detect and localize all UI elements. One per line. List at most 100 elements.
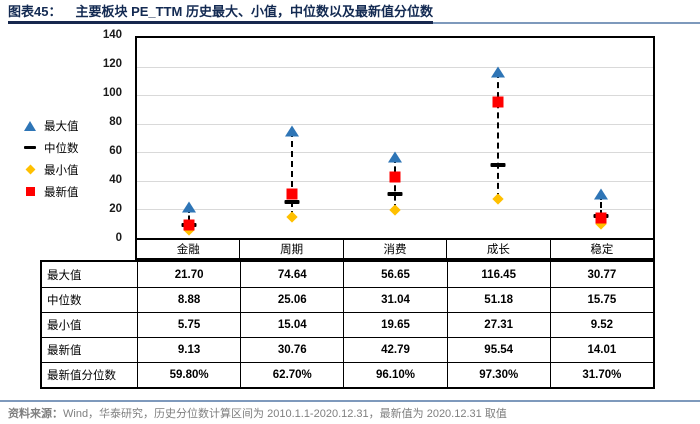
y-tick-label: 20	[109, 202, 122, 215]
source-text: Wind，华泰研究，历史分位数计算区间为 2010.1.1-2020.12.31…	[63, 408, 507, 420]
table-row-label: 最新值	[42, 337, 137, 362]
y-tick-label: 120	[102, 57, 122, 70]
header-rule	[432, 0, 700, 24]
category-label: 成长	[446, 240, 549, 258]
gridline	[137, 123, 653, 125]
category-label: 消费	[342, 240, 446, 258]
table-cell: 95.54	[446, 337, 550, 362]
triangle-marker	[491, 66, 506, 78]
plot-area	[135, 36, 655, 238]
table-cell: 8.88	[137, 287, 241, 312]
dash-marker	[284, 200, 300, 205]
source-label: 资料来源：	[8, 408, 63, 420]
y-tick-label: 40	[109, 173, 122, 186]
page-title: 主要板块 PE_TTM 历史最大、小值，中位数以及最新值分位数	[75, 4, 433, 19]
table-cell: 25.06	[240, 287, 344, 312]
table-cell: 30.76	[240, 337, 344, 362]
y-tick-label: 80	[109, 115, 122, 128]
table-row-label: 中位数	[42, 287, 137, 312]
table-cell: 51.18	[446, 287, 550, 312]
table-cell: 97.30%	[446, 362, 550, 387]
table-row-label: 最大值	[47, 269, 82, 282]
table-cell: 59.80%	[137, 362, 241, 387]
dash-marker	[387, 191, 403, 196]
table-cell: 74.64	[240, 262, 343, 287]
range-line	[497, 71, 500, 199]
table-cell: 21.70	[137, 262, 240, 287]
range-line	[290, 131, 293, 217]
footer-rule	[0, 400, 700, 402]
diamond-icon	[22, 163, 38, 177]
figure-tag: 图表45：	[8, 4, 62, 19]
category-column-1	[137, 38, 240, 238]
table-cell: 116.45	[446, 262, 550, 287]
category-column-4	[447, 38, 550, 238]
diamond-marker	[492, 193, 504, 205]
category-column-3	[343, 38, 446, 238]
triangle-icon	[22, 119, 38, 133]
dash-icon	[22, 141, 38, 155]
figure-header: 图表45： 主要板块 PE_TTM 历史最大、小值，中位数以及最新值分位数	[0, 0, 700, 24]
triangle-marker	[24, 120, 36, 131]
y-axis: 0 20 40 60 80 100 120 140	[88, 29, 128, 243]
table-cell: 30.77	[549, 262, 653, 287]
table-cell: 5.75	[137, 312, 241, 337]
legend-item-diamond: 最小值	[22, 161, 79, 178]
x-axis-category-row: 金融 周期 消费 成长 稳定	[135, 238, 655, 260]
data-table: 最大值 21.70 74.64 56.65 116.45 30.77 中位数 8.88 25.0…	[40, 260, 655, 389]
y-tick-label: 60	[109, 144, 122, 157]
diamond-marker	[389, 204, 401, 216]
table-cell: 31.70%	[549, 362, 653, 387]
diamond-marker	[286, 210, 298, 223]
legend-item-dash: 中位数	[22, 139, 79, 156]
y-tick-label: 0	[115, 231, 122, 244]
table-cell: 42.79	[343, 337, 447, 362]
legend-label: 中位数	[44, 142, 79, 155]
table-cell: 15.04	[240, 312, 344, 337]
diamond-marker	[25, 164, 35, 175]
category-column-5	[550, 38, 653, 238]
table-cell: 56.65	[343, 262, 446, 287]
table-cell: 9.13	[137, 337, 241, 362]
gridline	[137, 66, 653, 68]
square-icon	[22, 185, 38, 199]
dash-marker	[490, 162, 506, 167]
legend-label: 最小值	[44, 164, 79, 177]
dash-marker	[24, 146, 36, 149]
legend-item-square: 最新值	[22, 183, 79, 200]
chart-legend: 最大值中位数最小值最新值	[22, 117, 79, 200]
category-label: 金融	[176, 244, 200, 256]
table-cell: 15.75	[549, 287, 653, 312]
square-marker	[286, 188, 298, 200]
triangle-marker	[284, 125, 299, 137]
square-marker	[492, 96, 504, 107]
category-label: 周期	[239, 240, 342, 258]
legend-label: 最大值	[44, 120, 79, 133]
triangle-marker	[387, 151, 402, 163]
category-label: 稳定	[549, 240, 653, 258]
figure-title: 图表45： 主要板块 PE_TTM 历史最大、小值，中位数以及最新值分位数	[8, 0, 433, 24]
table-cell: 27.31	[446, 312, 550, 337]
triangle-marker	[181, 201, 196, 213]
range-line	[187, 207, 190, 230]
table-cell: 9.52	[549, 312, 653, 337]
square-marker	[389, 171, 401, 183]
gridline	[137, 95, 653, 97]
table-cell: 14.01	[549, 337, 653, 362]
triangle-marker	[594, 188, 609, 200]
y-tick-label: 140	[102, 28, 122, 41]
table-cell: 31.04	[343, 287, 447, 312]
square-marker	[183, 219, 195, 231]
range-line	[600, 194, 603, 225]
table-cell: 62.70%	[240, 362, 344, 387]
y-tick-label: 100	[102, 86, 122, 99]
table-row-label: 最小值	[42, 312, 137, 337]
legend-item-triangle: 最大值	[22, 117, 79, 134]
square-marker	[595, 212, 607, 224]
square-marker	[25, 187, 35, 196]
range-line	[393, 157, 396, 210]
legend-label: 最新值	[44, 186, 79, 199]
table-row-label: 最新值分位数	[42, 362, 137, 387]
source-note: 资料来源：Wind，华泰研究，历史分位数计算区间为 2010.1.1-2020.…	[8, 405, 507, 421]
